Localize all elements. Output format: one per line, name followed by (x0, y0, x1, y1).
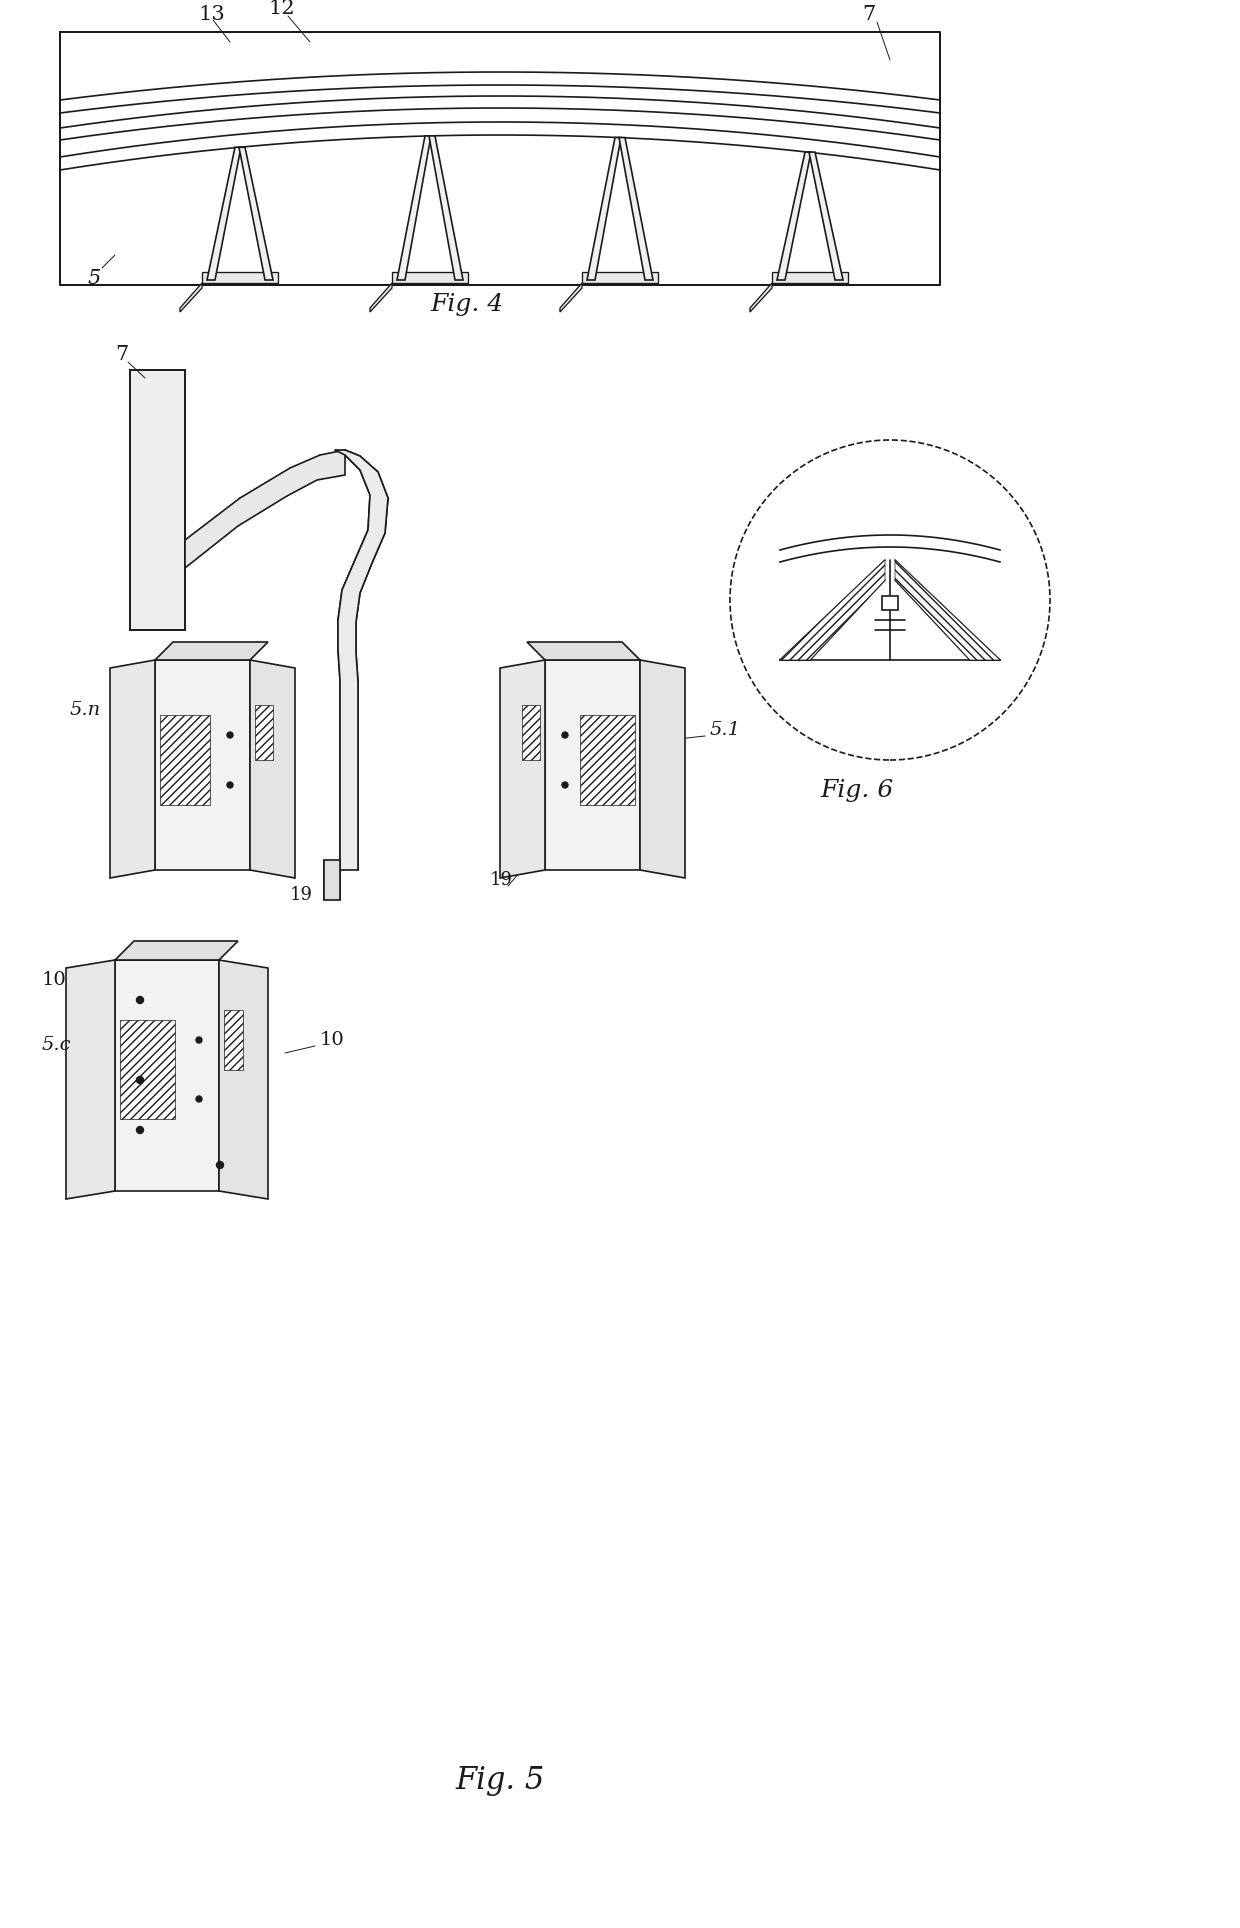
Text: 7: 7 (115, 345, 128, 364)
Text: Fig. 6: Fig. 6 (820, 779, 893, 802)
Text: 5.n: 5.n (69, 702, 102, 719)
Polygon shape (202, 272, 278, 283)
Polygon shape (115, 960, 219, 1192)
Circle shape (136, 1076, 144, 1084)
Polygon shape (255, 706, 273, 760)
Text: 10: 10 (320, 1031, 345, 1049)
Polygon shape (580, 715, 635, 806)
Circle shape (136, 997, 144, 1003)
Polygon shape (777, 152, 811, 280)
Polygon shape (250, 659, 295, 877)
Polygon shape (429, 137, 463, 280)
Text: 12: 12 (268, 0, 295, 17)
Polygon shape (619, 137, 653, 280)
Polygon shape (640, 659, 684, 877)
Polygon shape (527, 642, 640, 659)
Polygon shape (895, 559, 999, 659)
Polygon shape (180, 283, 202, 312)
Polygon shape (207, 147, 241, 280)
Polygon shape (335, 449, 388, 870)
Circle shape (136, 1126, 144, 1134)
Circle shape (227, 733, 233, 738)
Circle shape (562, 783, 568, 789)
Polygon shape (780, 559, 885, 659)
Polygon shape (239, 147, 273, 280)
Polygon shape (66, 960, 115, 1199)
Polygon shape (185, 449, 345, 569)
Text: 5.1: 5.1 (711, 721, 742, 738)
Polygon shape (582, 272, 658, 283)
Text: 5: 5 (88, 268, 102, 287)
Bar (882, 596, 898, 609)
Polygon shape (324, 860, 340, 900)
Polygon shape (160, 715, 210, 806)
Text: 10: 10 (42, 972, 67, 989)
Polygon shape (120, 1020, 175, 1118)
Polygon shape (155, 659, 250, 870)
Text: 5.c: 5.c (42, 1035, 72, 1055)
Circle shape (196, 1095, 202, 1103)
Polygon shape (155, 642, 268, 659)
Text: 19: 19 (290, 887, 312, 904)
Polygon shape (546, 659, 640, 870)
Text: 13: 13 (198, 4, 224, 23)
Text: 19: 19 (490, 871, 513, 889)
Circle shape (562, 733, 568, 738)
Polygon shape (115, 941, 238, 960)
Polygon shape (560, 283, 582, 312)
Circle shape (227, 783, 233, 789)
Polygon shape (224, 1010, 243, 1070)
Text: Fig. 4: Fig. 4 (430, 293, 503, 316)
Text: 7: 7 (862, 4, 875, 23)
Polygon shape (370, 283, 392, 312)
Polygon shape (522, 706, 539, 760)
Circle shape (217, 1161, 223, 1168)
Polygon shape (750, 283, 773, 312)
Polygon shape (500, 659, 546, 877)
Polygon shape (587, 137, 621, 280)
Polygon shape (110, 659, 155, 877)
Polygon shape (773, 272, 848, 283)
Circle shape (196, 1037, 202, 1043)
Polygon shape (130, 370, 185, 630)
Polygon shape (397, 137, 432, 280)
Polygon shape (808, 152, 843, 280)
Polygon shape (219, 960, 268, 1199)
Polygon shape (392, 272, 467, 283)
Text: Fig. 5: Fig. 5 (455, 1764, 544, 1795)
